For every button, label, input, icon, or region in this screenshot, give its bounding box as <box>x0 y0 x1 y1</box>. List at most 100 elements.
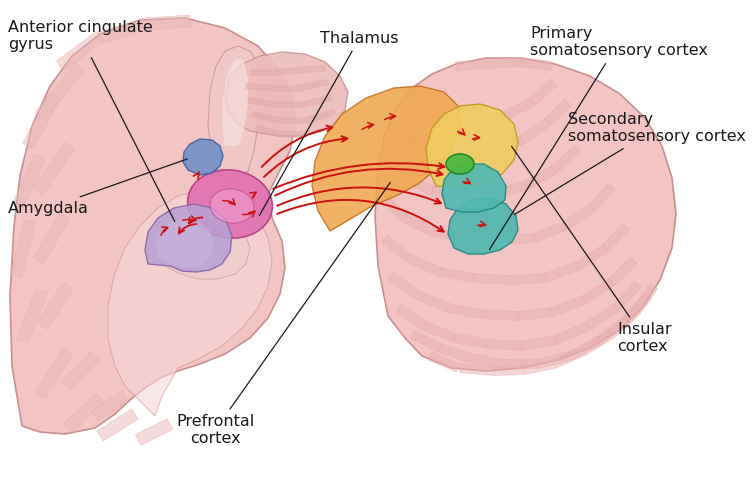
Polygon shape <box>23 93 60 149</box>
Polygon shape <box>488 340 522 350</box>
Polygon shape <box>208 46 260 178</box>
Polygon shape <box>455 333 488 348</box>
Polygon shape <box>551 145 581 174</box>
Polygon shape <box>424 322 457 342</box>
Polygon shape <box>97 409 138 441</box>
Polygon shape <box>148 208 250 279</box>
Polygon shape <box>108 190 272 416</box>
Text: Amygdala: Amygdala <box>8 159 187 215</box>
Polygon shape <box>57 31 103 71</box>
Polygon shape <box>552 347 586 368</box>
Polygon shape <box>613 281 641 311</box>
Polygon shape <box>414 290 450 312</box>
Polygon shape <box>581 278 615 304</box>
Polygon shape <box>246 83 273 91</box>
Polygon shape <box>274 101 304 107</box>
Polygon shape <box>447 304 482 318</box>
Polygon shape <box>442 164 506 212</box>
Polygon shape <box>183 139 223 175</box>
Polygon shape <box>91 391 128 421</box>
Polygon shape <box>517 308 553 320</box>
Polygon shape <box>544 262 580 282</box>
Polygon shape <box>410 330 442 352</box>
Polygon shape <box>504 360 538 368</box>
Polygon shape <box>473 274 510 284</box>
Polygon shape <box>280 131 305 137</box>
Polygon shape <box>381 235 411 261</box>
Polygon shape <box>439 344 471 362</box>
Polygon shape <box>581 330 615 355</box>
Polygon shape <box>521 335 556 350</box>
Polygon shape <box>405 174 434 195</box>
Polygon shape <box>272 85 300 91</box>
Polygon shape <box>448 114 476 124</box>
Polygon shape <box>302 65 326 73</box>
Polygon shape <box>60 352 99 390</box>
Polygon shape <box>17 289 48 343</box>
Polygon shape <box>597 316 629 344</box>
Polygon shape <box>401 87 427 111</box>
Polygon shape <box>529 79 557 105</box>
Polygon shape <box>476 112 506 124</box>
Polygon shape <box>488 57 520 69</box>
Text: Prefrontal
cortex: Prefrontal cortex <box>176 182 390 447</box>
Polygon shape <box>433 227 467 243</box>
Polygon shape <box>35 348 73 399</box>
Text: Primary
somatosensory cortex: Primary somatosensory cortex <box>489 26 708 250</box>
Ellipse shape <box>446 154 474 174</box>
Polygon shape <box>439 268 475 282</box>
Polygon shape <box>494 365 524 376</box>
Polygon shape <box>300 79 328 91</box>
Polygon shape <box>64 394 104 433</box>
Polygon shape <box>390 119 415 145</box>
Polygon shape <box>380 195 408 221</box>
Ellipse shape <box>188 170 273 238</box>
Polygon shape <box>13 154 45 208</box>
Text: Thalamus: Thalamus <box>260 31 399 216</box>
Polygon shape <box>448 198 518 254</box>
Text: Insular
cortex: Insular cortex <box>512 146 672 354</box>
Polygon shape <box>482 310 518 320</box>
Polygon shape <box>275 67 302 75</box>
Polygon shape <box>462 190 495 201</box>
Polygon shape <box>384 155 410 181</box>
Polygon shape <box>609 257 637 285</box>
Polygon shape <box>37 283 73 330</box>
Polygon shape <box>492 136 524 156</box>
Polygon shape <box>466 233 501 244</box>
Text: Secondary
somatosensory cortex: Secondary somatosensory cortex <box>514 112 746 214</box>
Polygon shape <box>550 296 586 316</box>
Polygon shape <box>145 204 232 272</box>
Polygon shape <box>568 336 602 360</box>
Polygon shape <box>500 233 535 244</box>
Polygon shape <box>609 309 639 337</box>
Polygon shape <box>250 69 275 75</box>
Polygon shape <box>406 254 442 276</box>
Polygon shape <box>10 18 295 434</box>
Polygon shape <box>537 352 571 368</box>
Polygon shape <box>431 187 463 200</box>
Polygon shape <box>523 360 555 374</box>
Polygon shape <box>510 274 545 284</box>
Polygon shape <box>35 62 85 120</box>
Polygon shape <box>396 304 427 330</box>
Polygon shape <box>460 364 495 376</box>
Polygon shape <box>503 98 534 120</box>
Polygon shape <box>586 304 618 330</box>
Polygon shape <box>426 104 518 188</box>
Polygon shape <box>602 223 630 251</box>
Text: Anterior cingulate
gyrus: Anterior cingulate gyrus <box>8 20 174 222</box>
Polygon shape <box>248 97 275 107</box>
Polygon shape <box>403 214 436 236</box>
Polygon shape <box>225 52 348 136</box>
Polygon shape <box>254 125 281 137</box>
Polygon shape <box>545 99 572 125</box>
Polygon shape <box>519 118 550 144</box>
Polygon shape <box>33 213 70 264</box>
Polygon shape <box>375 58 676 371</box>
Polygon shape <box>575 244 609 270</box>
Polygon shape <box>98 18 146 44</box>
Polygon shape <box>307 109 336 123</box>
Polygon shape <box>469 354 505 368</box>
Polygon shape <box>145 15 190 30</box>
